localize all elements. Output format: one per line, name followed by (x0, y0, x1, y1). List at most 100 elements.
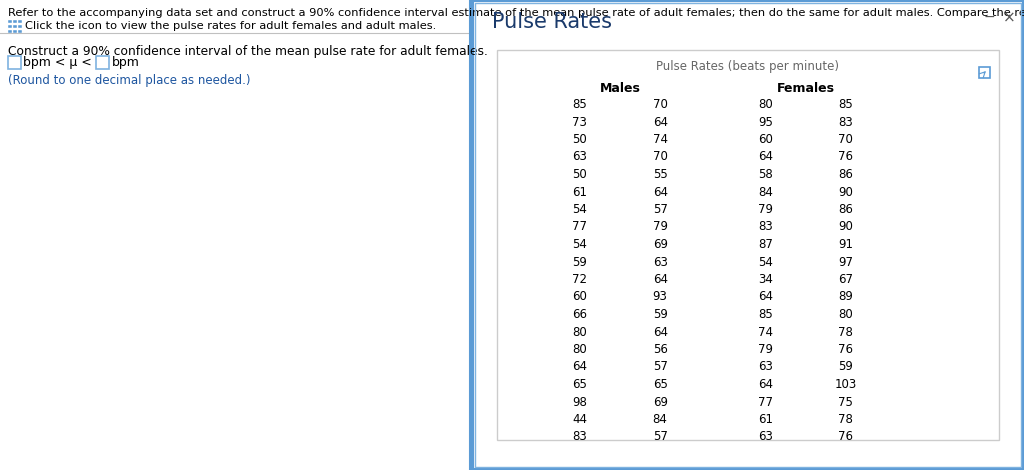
Bar (8, 30, 11, 33)
Text: 87: 87 (758, 238, 773, 251)
Text: 83: 83 (758, 220, 773, 234)
Text: ×: × (1002, 10, 1016, 25)
Text: 76: 76 (839, 343, 853, 356)
Text: (Round to one decimal place as needed.): (Round to one decimal place as needed.) (8, 74, 251, 87)
Text: 69: 69 (652, 395, 668, 408)
Text: 50: 50 (572, 133, 587, 146)
Text: 73: 73 (572, 116, 588, 128)
Text: 79: 79 (758, 343, 773, 356)
Text: 70: 70 (839, 133, 853, 146)
Text: 86: 86 (839, 203, 853, 216)
Text: 57: 57 (652, 431, 668, 444)
Text: 98: 98 (572, 395, 588, 408)
Bar (979, 67, 990, 78)
Text: 64: 64 (758, 378, 773, 391)
Text: 80: 80 (572, 326, 587, 338)
Text: 65: 65 (572, 378, 588, 391)
Text: 84: 84 (758, 186, 773, 198)
Text: Pulse Rates: Pulse Rates (492, 12, 612, 32)
Text: 79: 79 (652, 220, 668, 234)
Text: 77: 77 (758, 395, 773, 408)
Bar (18, 30, 22, 33)
Text: 64: 64 (652, 116, 668, 128)
Bar (8, 24, 11, 28)
Text: 64: 64 (758, 150, 773, 164)
Text: bpm: bpm (112, 56, 140, 69)
Text: 78: 78 (839, 326, 853, 338)
Text: 64: 64 (652, 186, 668, 198)
Text: 44: 44 (572, 413, 588, 426)
Text: 80: 80 (839, 308, 853, 321)
Text: 83: 83 (572, 431, 587, 444)
Text: 85: 85 (572, 98, 587, 111)
Text: 54: 54 (758, 256, 773, 268)
Text: 69: 69 (652, 238, 668, 251)
Bar (8, 19, 11, 23)
Text: Refer to the accompanying data set and construct a 90% confidence interval estim: Refer to the accompanying data set and c… (8, 8, 1024, 18)
Bar (475, 3, 1021, 467)
Text: 60: 60 (572, 290, 588, 304)
Text: 65: 65 (652, 378, 668, 391)
Text: Males: Males (600, 82, 640, 95)
Text: 56: 56 (652, 343, 668, 356)
Text: 86: 86 (839, 168, 853, 181)
Text: 64: 64 (652, 273, 668, 286)
Text: 59: 59 (839, 360, 853, 374)
Text: 89: 89 (839, 290, 853, 304)
Text: 74: 74 (652, 133, 668, 146)
Text: 77: 77 (572, 220, 588, 234)
Text: 55: 55 (652, 168, 668, 181)
Text: 85: 85 (758, 308, 773, 321)
Bar (13, 30, 16, 33)
Text: 70: 70 (652, 98, 668, 111)
Text: 75: 75 (839, 395, 853, 408)
Text: 84: 84 (652, 413, 668, 426)
Text: 74: 74 (758, 326, 773, 338)
Text: 63: 63 (758, 431, 773, 444)
Text: 90: 90 (839, 186, 853, 198)
Text: 64: 64 (572, 360, 588, 374)
Text: 63: 63 (652, 256, 668, 268)
Text: 80: 80 (758, 98, 773, 111)
Text: 67: 67 (839, 273, 853, 286)
Text: −: − (983, 10, 994, 24)
Text: 97: 97 (839, 256, 853, 268)
Text: 91: 91 (839, 238, 853, 251)
Text: 80: 80 (572, 343, 587, 356)
Text: 57: 57 (652, 203, 668, 216)
Text: 61: 61 (572, 186, 588, 198)
Text: 63: 63 (572, 150, 588, 164)
Text: Pulse Rates (beats per minute): Pulse Rates (beats per minute) (656, 60, 840, 73)
Bar (18, 24, 22, 28)
Text: 93: 93 (652, 290, 668, 304)
Bar (497, 50, 999, 440)
Text: 64: 64 (758, 290, 773, 304)
Text: 63: 63 (758, 360, 773, 374)
Text: 58: 58 (758, 168, 773, 181)
Text: 60: 60 (758, 133, 773, 146)
Text: 72: 72 (572, 273, 588, 286)
Text: 76: 76 (839, 431, 853, 444)
Bar (13, 19, 16, 23)
Text: 59: 59 (572, 256, 588, 268)
Bar (18, 19, 22, 23)
Text: 34: 34 (758, 273, 773, 286)
Text: 95: 95 (758, 116, 773, 128)
Text: 90: 90 (839, 220, 853, 234)
Text: 85: 85 (839, 98, 853, 111)
Text: 54: 54 (572, 203, 588, 216)
Text: Construct a 90% confidence interval of the mean pulse rate for adult females.: Construct a 90% confidence interval of t… (8, 45, 487, 58)
Text: 57: 57 (652, 360, 668, 374)
Text: 50: 50 (572, 168, 587, 181)
Text: 70: 70 (652, 150, 668, 164)
Bar (8, 56, 22, 69)
Text: 54: 54 (572, 238, 588, 251)
Text: bpm < μ <: bpm < μ < (23, 56, 92, 69)
Text: 78: 78 (839, 413, 853, 426)
Text: 66: 66 (572, 308, 588, 321)
Text: Females: Females (777, 82, 835, 95)
Bar (472, 0, 1024, 470)
Text: 103: 103 (835, 378, 857, 391)
Text: 83: 83 (839, 116, 853, 128)
Text: 76: 76 (839, 150, 853, 164)
